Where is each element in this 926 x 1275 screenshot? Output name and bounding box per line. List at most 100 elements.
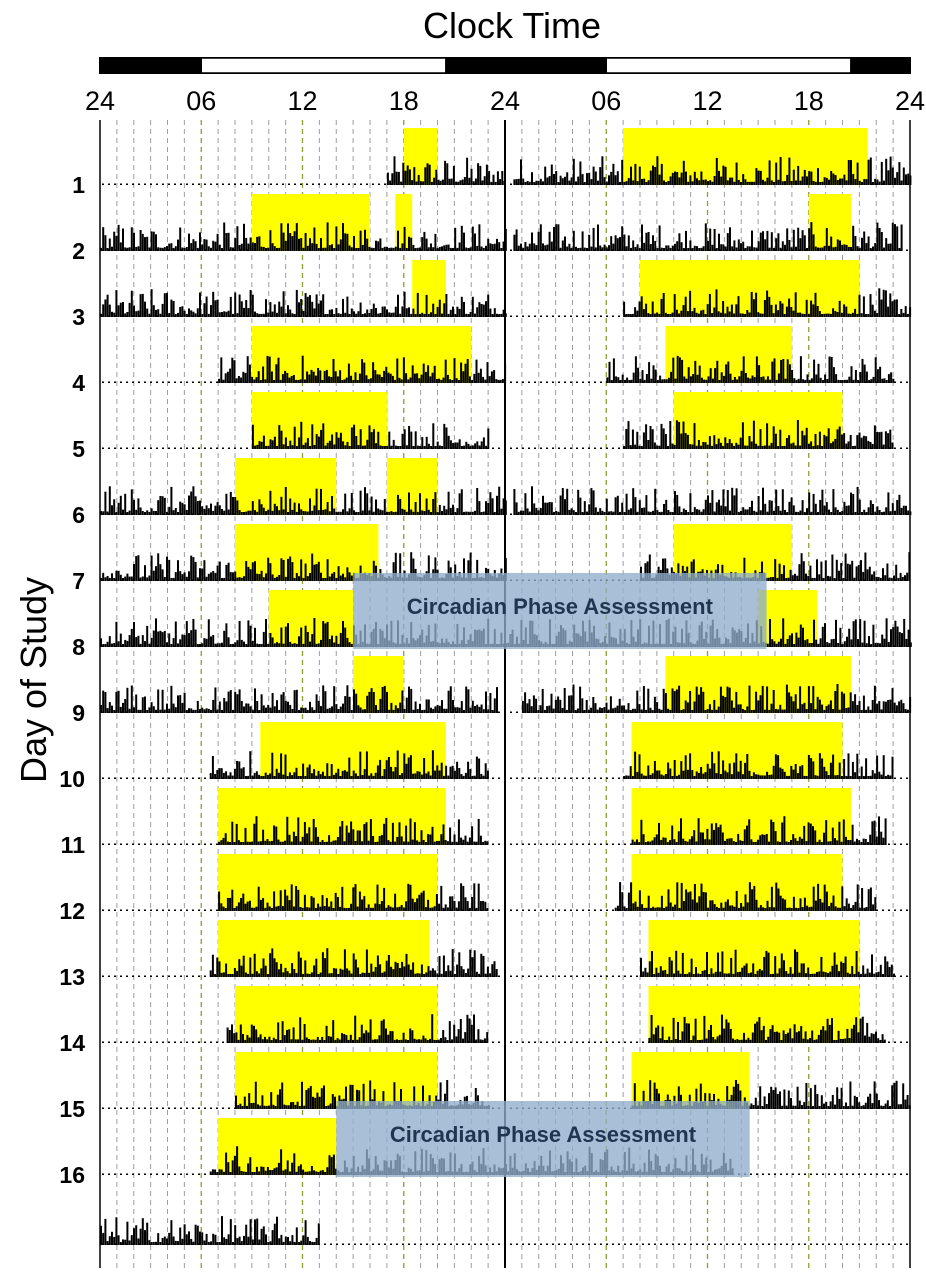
activity-bar	[557, 696, 560, 713]
activity-bar	[775, 643, 778, 647]
activity-bar	[528, 181, 531, 185]
baseline-dot	[192, 909, 194, 911]
activity-bar	[408, 492, 410, 515]
activity-bar	[102, 690, 105, 713]
activity-bar	[854, 619, 857, 647]
activity-bar	[269, 707, 272, 713]
activity-bar	[905, 638, 908, 647]
activity-bar	[526, 181, 529, 185]
activity-bar	[238, 689, 241, 713]
activity-bar	[805, 573, 807, 581]
activity-bar	[890, 577, 893, 581]
activity-bar	[878, 771, 881, 779]
activity-bar	[238, 620, 241, 647]
activity-bar	[397, 494, 399, 515]
activity-bar	[785, 578, 788, 581]
activity-bar	[259, 841, 262, 845]
activity-bar	[502, 241, 505, 251]
baseline-dot	[504, 777, 506, 779]
activity-bar	[867, 842, 869, 845]
activity-bar	[817, 363, 820, 383]
activity-bar	[868, 636, 870, 647]
activity-bar	[742, 174, 745, 185]
activity-bar	[166, 556, 168, 581]
activity-bar	[609, 696, 612, 713]
activity-bar	[656, 445, 659, 449]
activity-bar	[832, 367, 835, 383]
activity-bar	[262, 507, 265, 515]
activity-bar	[124, 639, 127, 647]
activity-bar	[815, 374, 818, 383]
baseline-dot	[162, 183, 164, 185]
activity-bar	[137, 709, 140, 713]
activity-bar	[352, 770, 355, 779]
activity-bar	[634, 444, 637, 449]
activity-bar	[517, 511, 520, 515]
activity-bar	[326, 559, 329, 581]
activity-bar	[346, 567, 349, 581]
activity-bar	[849, 776, 852, 779]
baseline-dot	[510, 909, 512, 911]
activity-bar	[810, 441, 813, 449]
activity-bar	[866, 569, 869, 581]
activity-bar	[781, 303, 784, 317]
activity-bar	[612, 708, 615, 713]
activity-bar	[205, 638, 208, 647]
activity-bar	[882, 444, 885, 449]
activity-bar	[489, 693, 492, 713]
activity-bar	[267, 557, 270, 581]
activity-bar	[522, 247, 525, 251]
activity-bar	[707, 240, 709, 251]
activity-bar	[479, 835, 482, 845]
activity-bar	[761, 834, 764, 845]
activity-bar	[282, 643, 285, 647]
activity-bar	[159, 564, 162, 581]
activity-bar	[798, 564, 801, 581]
activity-bar	[467, 560, 470, 581]
activity-bar	[430, 707, 432, 713]
activity-bar	[840, 563, 843, 581]
activity-bar	[251, 376, 254, 383]
activity-bar	[401, 508, 404, 515]
activity-bar	[855, 566, 858, 581]
activity-bar	[905, 174, 907, 185]
activity-bar	[265, 619, 267, 647]
activity-bar	[348, 446, 351, 449]
activity-bar	[856, 162, 859, 185]
activity-bar	[135, 694, 138, 713]
activity-bar	[873, 685, 876, 713]
activity-bar	[348, 642, 351, 647]
activity-bar	[460, 489, 463, 515]
baseline-dot	[666, 447, 668, 449]
activity-bar	[583, 501, 586, 515]
activity-bar	[199, 292, 201, 317]
activity-bar	[583, 182, 586, 185]
baseline-dot	[210, 381, 212, 383]
activity-bar	[661, 379, 664, 383]
activity-bar	[452, 700, 454, 713]
activity-bar	[104, 692, 107, 713]
activity-bar	[342, 509, 344, 515]
activity-bar	[300, 707, 303, 713]
activity-bar	[464, 363, 467, 383]
activity-bar	[641, 370, 644, 383]
activity-bar	[524, 493, 527, 515]
activity-bar	[858, 180, 861, 185]
activity-bar	[425, 294, 428, 317]
activity-bar	[350, 776, 353, 779]
activity-bar	[730, 700, 733, 713]
activity-bar	[300, 238, 303, 251]
activity-bar	[741, 774, 744, 779]
activity-bar	[463, 710, 465, 713]
activity-bar	[237, 840, 240, 845]
activity-bar	[222, 837, 225, 845]
activity-bar	[416, 247, 419, 251]
activity-bar	[337, 313, 340, 317]
activity-bar	[321, 380, 324, 383]
activity-bar	[249, 706, 252, 713]
activity-bar	[262, 247, 265, 251]
activity-bar	[808, 171, 811, 185]
activity-bar	[836, 684, 839, 713]
activity-bar	[899, 572, 902, 581]
activity-bar	[792, 442, 795, 449]
